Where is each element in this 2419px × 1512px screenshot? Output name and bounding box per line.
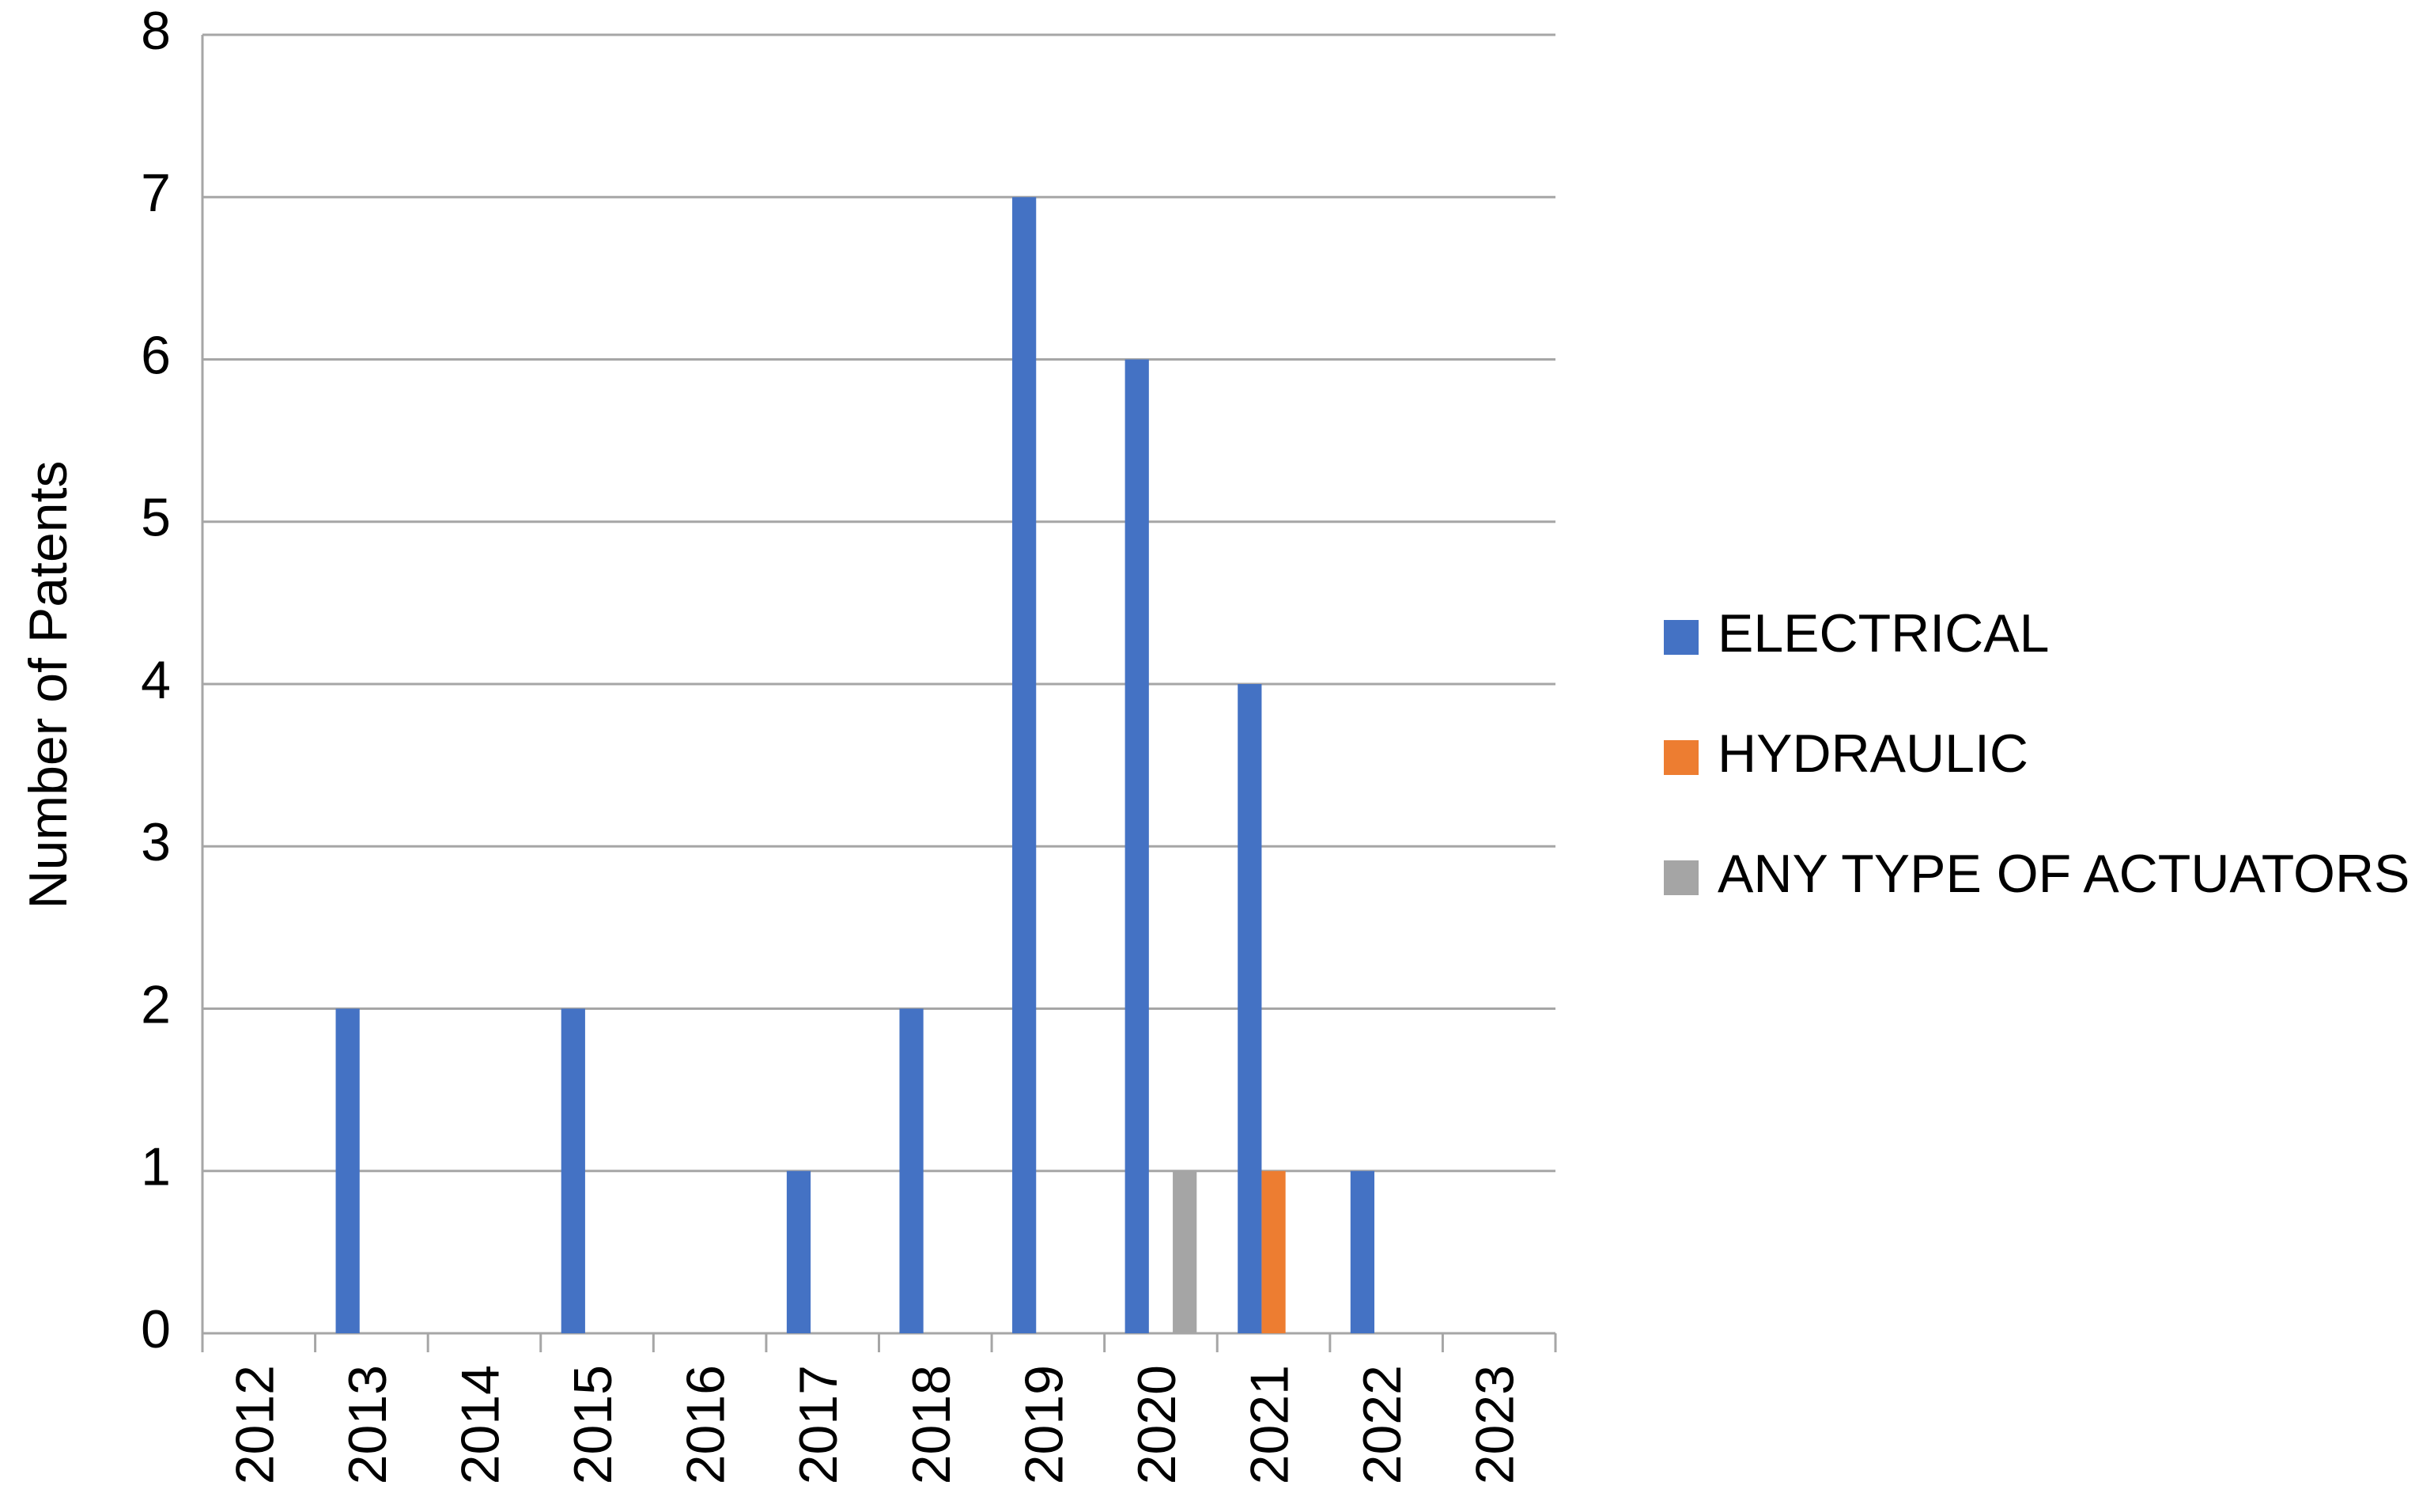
- bar: [335, 1008, 360, 1333]
- legend-swatch: [1664, 860, 1699, 895]
- y-tick-label: 6: [141, 325, 171, 385]
- legend-label: HYDRAULIC: [1718, 724, 2028, 784]
- y-tick-label: 0: [141, 1299, 171, 1359]
- bar: [1124, 359, 1149, 1333]
- x-tick-label: 2022: [1352, 1365, 1412, 1484]
- bar: [561, 1008, 585, 1333]
- y-tick-label: 7: [141, 163, 171, 223]
- x-tick-label: 2015: [563, 1365, 623, 1484]
- x-tick-label: 2021: [1240, 1365, 1300, 1484]
- x-tick-label: 2019: [1014, 1365, 1074, 1484]
- x-tick-label: 2014: [450, 1365, 510, 1484]
- bar: [1350, 1170, 1375, 1333]
- legend-label: ANY TYPE OF ACTUATORS: [1718, 844, 2410, 904]
- y-tick-label: 4: [141, 650, 171, 710]
- bar: [1012, 197, 1037, 1333]
- bar: [1238, 684, 1262, 1333]
- x-tick-label: 2012: [225, 1365, 285, 1484]
- bar: [1173, 1170, 1197, 1333]
- legend-swatch: [1664, 620, 1699, 655]
- x-tick-label: 2016: [676, 1365, 736, 1484]
- bar: [786, 1170, 811, 1333]
- x-tick-label: 2017: [788, 1365, 849, 1484]
- legend-label: ELECTRICAL: [1718, 603, 2049, 663]
- x-tick-label: 2020: [1127, 1365, 1187, 1484]
- bar: [1261, 1170, 1286, 1333]
- y-tick-label: 1: [141, 1137, 171, 1197]
- bar: [899, 1008, 924, 1333]
- x-tick-label: 2013: [338, 1365, 398, 1484]
- y-tick-label: 2: [141, 974, 171, 1034]
- y-axis-title: Number of Patents: [18, 461, 78, 909]
- x-tick-label: 2018: [901, 1365, 962, 1484]
- x-tick-label: 2023: [1465, 1365, 1525, 1484]
- y-tick-label: 5: [141, 488, 171, 548]
- legend-swatch: [1664, 740, 1699, 775]
- y-tick-label: 3: [141, 812, 171, 872]
- y-tick-label: 8: [141, 1, 171, 61]
